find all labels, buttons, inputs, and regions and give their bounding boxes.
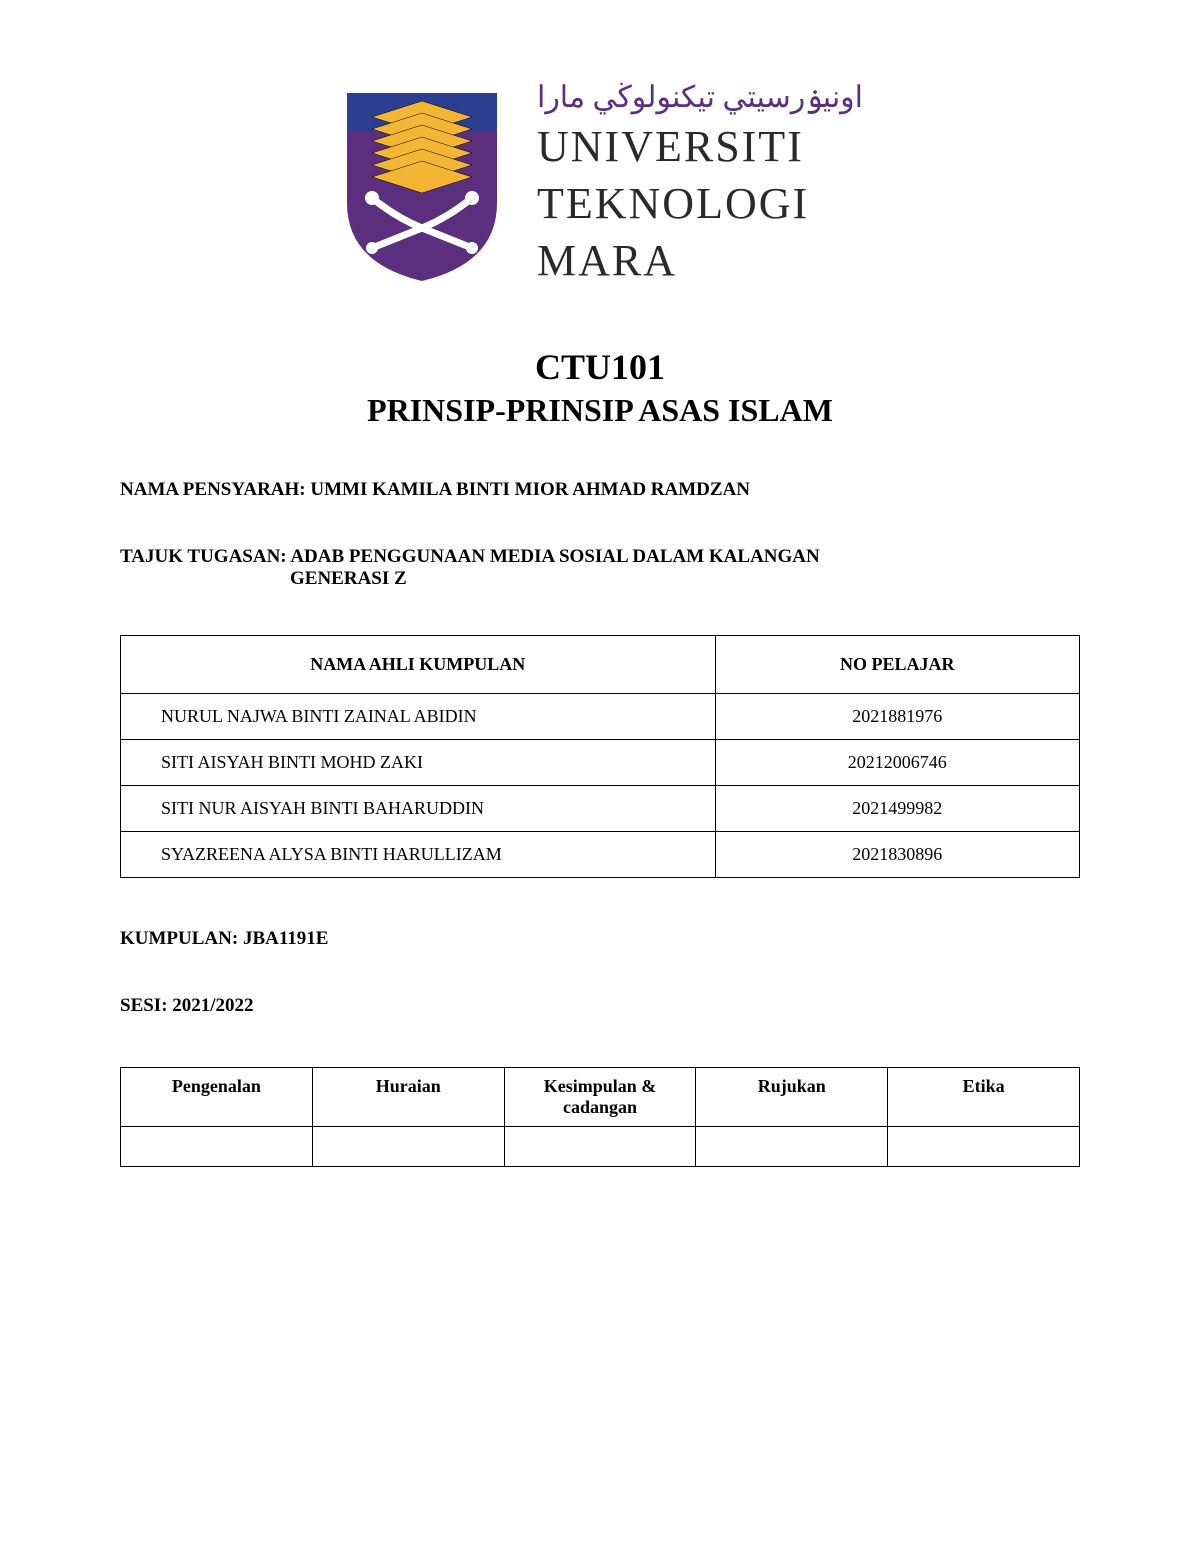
table-row: SITI NUR AISYAH BINTI BAHARUDDIN 2021499… — [121, 786, 1080, 832]
member-name: NURUL NAJWA BINTI ZAINAL ABIDIN — [121, 694, 716, 740]
group-line: KUMPULAN: JBA1191E — [120, 928, 1080, 950]
rubric-header: Rujukan — [696, 1068, 888, 1127]
members-table: NAMA AHLI KUMPULAN NO PELAJAR NURUL NAJW… — [120, 635, 1080, 878]
rubric-cell — [121, 1127, 313, 1167]
group-label: KUMPULAN: — [120, 928, 243, 949]
lecturer-label: NAMA PENSYARAH: — [120, 479, 310, 500]
uitm-shield-logo — [337, 83, 507, 283]
assignment-label: TAJUK TUGASAN: — [120, 546, 290, 567]
members-table-header-name: NAMA AHLI KUMPULAN — [121, 636, 716, 694]
table-row: SITI AISYAH BINTI MOHD ZAKI 20212006746 — [121, 740, 1080, 786]
rubric-header: Huraian — [312, 1068, 504, 1127]
course-title: PRINSIP-PRINSIP ASAS ISLAM — [120, 392, 1080, 429]
logo-header: اونيۏرسيتي تيكنولوڬي مارا UNIVERSITI TEK… — [120, 80, 1080, 286]
session-line: SESI: 2021/2022 — [120, 995, 1080, 1017]
rubric-header: Pengenalan — [121, 1068, 313, 1127]
assignment-title-line1: TAJUK TUGASAN: ADAB PENGGUNAAN MEDIA SOS… — [120, 546, 1080, 568]
university-name-jawi: اونيۏرسيتي تيكنولوڬي مارا — [537, 80, 863, 115]
rubric-cell — [888, 1127, 1080, 1167]
rubric-table: Pengenalan Huraian Kesimpulan & cadangan… — [120, 1067, 1080, 1167]
course-code: CTU101 — [120, 346, 1080, 388]
university-name-line3: MARA — [537, 235, 863, 286]
members-table-header-id: NO PELAJAR — [715, 636, 1079, 694]
rubric-header: Kesimpulan & cadangan — [504, 1068, 696, 1127]
member-name: SITI NUR AISYAH BINTI BAHARUDDIN — [121, 786, 716, 832]
session-label: SESI: — [120, 995, 172, 1016]
session-value: 2021/2022 — [172, 995, 253, 1016]
rubric-empty-row — [121, 1127, 1080, 1167]
course-header: CTU101 PRINSIP-PRINSIP ASAS ISLAM — [120, 346, 1080, 429]
member-id: 20212006746 — [715, 740, 1079, 786]
university-name-line2: TEKNOLOGI — [537, 178, 863, 229]
member-id: 2021830896 — [715, 832, 1079, 878]
member-name: SYAZREENA ALYSA BINTI HARULLIZAM — [121, 832, 716, 878]
member-id: 2021881976 — [715, 694, 1079, 740]
assignment-title-line2: GENERASI Z — [120, 568, 1080, 590]
rubric-cell — [504, 1127, 696, 1167]
assignment-title-part1: ADAB PENGGUNAAN MEDIA SOSIAL DALAM KALAN… — [290, 546, 819, 567]
table-row: NURUL NAJWA BINTI ZAINAL ABIDIN 20218819… — [121, 694, 1080, 740]
lecturer-line: NAMA PENSYARAH: UMMI KAMILA BINTI MIOR A… — [120, 479, 1080, 501]
rubric-cell — [312, 1127, 504, 1167]
table-row: SYAZREENA ALYSA BINTI HARULLIZAM 2021830… — [121, 832, 1080, 878]
rubric-header: Etika — [888, 1068, 1080, 1127]
rubric-cell — [696, 1127, 888, 1167]
members-table-header-row: NAMA AHLI KUMPULAN NO PELAJAR — [121, 636, 1080, 694]
lecturer-name: UMMI KAMILA BINTI MIOR AHMAD RAMDZAN — [310, 479, 750, 500]
university-name-block: اونيۏرسيتي تيكنولوڬي مارا UNIVERSITI TEK… — [537, 80, 863, 286]
university-name-line1: UNIVERSITI — [537, 121, 863, 172]
member-id: 2021499982 — [715, 786, 1079, 832]
member-name: SITI AISYAH BINTI MOHD ZAKI — [121, 740, 716, 786]
assignment-title-block: TAJUK TUGASAN: ADAB PENGGUNAAN MEDIA SOS… — [120, 546, 1080, 590]
group-value: JBA1191E — [243, 928, 329, 949]
rubric-header-row: Pengenalan Huraian Kesimpulan & cadangan… — [121, 1068, 1080, 1127]
